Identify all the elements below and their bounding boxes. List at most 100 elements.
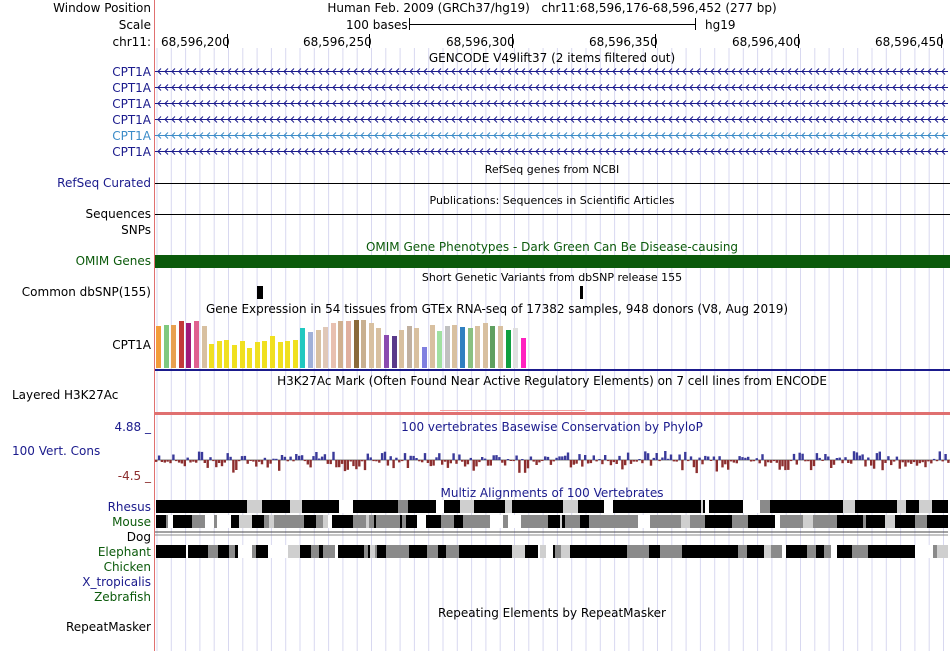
gtex-tissue-bar[interactable] [178, 321, 184, 368]
gtex-tissue-bar[interactable] [414, 328, 420, 368]
gtex-tissue-bar[interactable] [498, 326, 503, 368]
gtex-tissue-bar[interactable] [406, 326, 412, 368]
gtex-tissue-bar[interactable] [254, 342, 260, 368]
snp-variant[interactable] [580, 286, 583, 299]
species-label-zebrafish[interactable]: Zebrafish [94, 590, 151, 604]
position-header: Human Feb. 2009 (GRCh37/hg19) chr11:68,5… [327, 1, 776, 15]
gtex-tissue-bar[interactable] [224, 340, 230, 368]
refseq-track-label[interactable]: RefSeq Curated [57, 176, 151, 190]
repeatmasker-track-label[interactable]: RepeatMasker [65, 620, 151, 634]
gtex-tissue-bar[interactable] [353, 320, 359, 368]
gtex-tissue-bar[interactable] [277, 342, 283, 368]
gtex-tissue-bar[interactable] [520, 338, 526, 368]
coordinate-label: 68,596,200 [161, 35, 230, 49]
gtex-tissue-bar[interactable] [361, 320, 367, 368]
gtex-tissue-bar[interactable] [209, 344, 215, 368]
gtex-tissue-bar[interactable] [216, 341, 222, 368]
species-label-mouse[interactable]: Mouse [112, 515, 151, 529]
transcript-feature[interactable] [155, 115, 948, 124]
multiz-alignment-blocks[interactable] [155, 498, 950, 598]
gtex-tissue-bar[interactable] [429, 325, 435, 368]
gtex-tissue-bar[interactable] [368, 323, 374, 368]
species-label-dog[interactable]: Dog [126, 530, 151, 544]
assembly-text: Human Feb. 2009 (GRCh37/hg19) [327, 1, 530, 15]
gtex-tissue-bar[interactable] [262, 341, 268, 368]
gtex-tissue-bar[interactable] [346, 321, 351, 368]
omim-track-label[interactable]: OMIM Genes [75, 254, 151, 268]
transcript-label[interactable]: CPT1A [112, 97, 151, 111]
coordinate-label: 68,596,300 [446, 35, 515, 49]
gtex-tissue-bar[interactable] [399, 330, 405, 368]
transcript-label[interactable]: CPT1A [112, 65, 151, 79]
gtex-tissue-bar[interactable] [270, 336, 275, 368]
phylop-track-title: 100 vertebrates Basewise Conservation by… [401, 420, 703, 434]
transcript-label[interactable]: CPT1A [112, 113, 151, 127]
transcript-feature[interactable] [155, 131, 948, 140]
gtex-tissue-bar[interactable] [467, 328, 473, 368]
scale-bar-end-tick [695, 18, 696, 30]
species-label-elephant[interactable]: Elephant [97, 545, 151, 559]
gtex-tissue-bar[interactable] [444, 326, 450, 368]
scale-label: Scale [118, 18, 151, 32]
gtex-tissue-bar[interactable] [186, 323, 192, 368]
coordinate-label: 68,596,400 [732, 35, 801, 49]
coordinate-tick [655, 34, 656, 48]
gtex-tissue-bar[interactable] [323, 327, 329, 368]
refseq-track-title: RefSeq genes from NCBI [484, 163, 620, 176]
gtex-tissue-bar[interactable] [315, 330, 321, 368]
gtex-tissue-bar[interactable] [308, 332, 313, 368]
h3k27ac-signal [155, 412, 950, 415]
omim-gene-bar[interactable] [155, 255, 950, 268]
gtex-tissue-bar[interactable] [156, 326, 161, 368]
gtex-tissue-bar[interactable] [338, 321, 344, 368]
gtex-tissue-bar[interactable] [300, 328, 306, 368]
transcript-feature[interactable] [155, 99, 948, 108]
phylop-conservation-plot[interactable] [155, 440, 950, 480]
gtex-tissue-bar[interactable] [490, 326, 496, 368]
gtex-tissue-bar[interactable] [330, 323, 336, 368]
gtex-tissue-bar[interactable] [384, 335, 389, 368]
gtex-tissue-bar[interactable] [292, 340, 298, 368]
cons-track-label[interactable]: 100 Vert. Cons [12, 444, 101, 458]
common-dbsnp-track-label[interactable]: Common dbSNP(155) [21, 285, 151, 299]
species-label-chicken[interactable]: Chicken [103, 560, 151, 574]
gtex-tissue-bar[interactable] [391, 336, 397, 368]
h3k27ac-track-label[interactable]: Layered H3K27Ac [12, 388, 119, 402]
gtex-tissue-bar[interactable] [437, 331, 443, 368]
coordinate-tick [941, 34, 942, 48]
transcript-label[interactable]: CPT1A [112, 81, 151, 95]
snps-track-label[interactable]: SNPs [121, 223, 151, 237]
snp-variant[interactable] [257, 286, 263, 299]
transcript-feature[interactable] [155, 147, 948, 156]
gtex-tissue-bar[interactable] [171, 325, 177, 368]
gtex-expression-chart[interactable] [155, 317, 535, 368]
transcript-label[interactable]: CPT1A [112, 145, 151, 159]
gtex-tissue-bar[interactable] [194, 321, 199, 368]
gtex-tissue-bar[interactable] [163, 325, 169, 368]
refseq-feature-line[interactable] [155, 183, 950, 184]
publications-feature-line[interactable] [155, 214, 950, 215]
gtex-tissue-bar[interactable] [513, 328, 519, 368]
gtex-tissue-bar[interactable] [460, 327, 465, 368]
sequences-track-label[interactable]: Sequences [85, 207, 151, 221]
gtex-tissue-bar[interactable] [232, 345, 237, 368]
transcript-feature[interactable] [155, 83, 948, 92]
gtex-tissue-bar[interactable] [285, 341, 291, 368]
species-label-xtropicalis[interactable]: X_tropicalis [82, 575, 151, 589]
gtex-tissue-bar[interactable] [505, 330, 511, 368]
gtex-tissue-bar[interactable] [452, 325, 458, 368]
species-label-rhesus[interactable]: Rhesus [107, 500, 151, 514]
transcript-feature[interactable] [155, 67, 948, 76]
gtex-tissue-bar[interactable] [482, 323, 488, 368]
coordinate-tick [512, 34, 513, 48]
track-area[interactable]: Human Feb. 2009 (GRCh37/hg19) chr11:68,5… [155, 0, 950, 651]
transcript-label[interactable]: CPT1A [112, 129, 151, 143]
gtex-gene-label[interactable]: CPT1A [112, 338, 151, 352]
gtex-tissue-bar[interactable] [376, 328, 382, 368]
gtex-tissue-bar[interactable] [475, 326, 481, 368]
gtex-tissue-bar[interactable] [247, 348, 253, 368]
gtex-tissue-bar[interactable] [201, 326, 207, 368]
gtex-tissue-bar[interactable] [422, 347, 427, 368]
gtex-tissue-bar[interactable] [239, 341, 245, 368]
